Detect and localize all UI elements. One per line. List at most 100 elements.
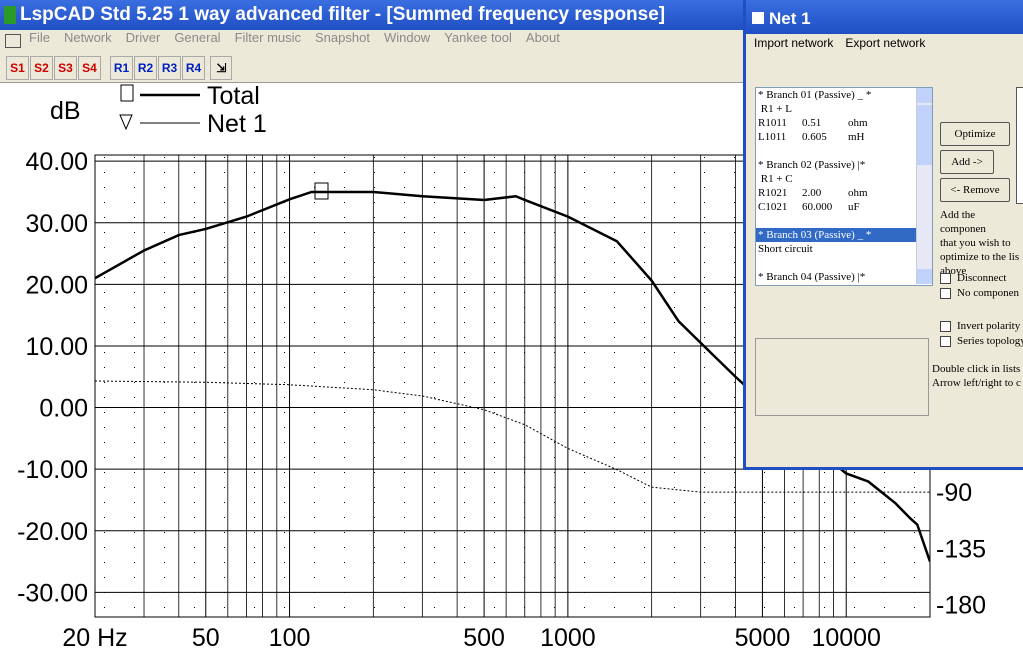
toolbar-button[interactable]: R3 <box>158 56 181 80</box>
list-text: * Branch 04 (Passive) |* <box>758 271 866 283</box>
menu-item[interactable]: Network <box>63 30 112 45</box>
branch-list[interactable]: * Branch 01 (Passive) _ * R1 + L R1011 0.5… <box>755 87 933 286</box>
list-row[interactable]: * Branch 03 (Passive) _ * <box>756 228 932 242</box>
list-row[interactable]: L1011 0.605 mH <box>756 130 932 144</box>
x-tick-label: 100 <box>269 624 311 652</box>
window-title: LspCAD Std 5.25 1 way advanced filter - … <box>20 4 666 25</box>
checkbox-group: Disconnect No componen <box>940 272 1019 302</box>
toolbar-button[interactable]: S4 <box>78 56 101 80</box>
dialog-title-bar: Net 1 <box>746 0 1023 34</box>
side-list <box>1016 87 1023 204</box>
toolbar-button[interactable]: S1 <box>6 56 29 80</box>
menu-item[interactable]: Yankee tool <box>444 30 512 45</box>
list-row[interactable]: * Branch 01 (Passive) _ * <box>756 88 932 102</box>
x-tick-label: 5000 <box>735 624 791 652</box>
menu-item[interactable]: About <box>525 30 560 45</box>
list-text: * Branch 02 (Passive) |* <box>758 159 866 171</box>
checkbox-label: Disconnect <box>957 272 1007 284</box>
list-row[interactable]: R1 + C <box>756 172 932 186</box>
checkbox-label: No componen <box>957 287 1020 299</box>
checkbox[interactable]: Invert polarity <box>940 320 1023 335</box>
x-tick-label: 20 Hz <box>62 624 127 652</box>
series-line <box>95 190 930 562</box>
menu-item[interactable]: Window <box>383 30 431 45</box>
x-tick-label: 10000 <box>811 624 881 652</box>
toolbar-button[interactable]: R4 <box>182 56 205 80</box>
dialog-title: Net 1 <box>769 9 811 28</box>
checkbox-group: Invert polarity Series topology <box>940 320 1023 350</box>
footer-text: Double click in lists Arrow left/right to… <box>932 362 1021 390</box>
checkbox-label: Invert polarity <box>957 320 1021 332</box>
list-row[interactable]: R1011 0.51 ohm <box>756 116 932 130</box>
y2-tick-label: -135 <box>936 535 986 563</box>
y-tick-label: 20.00 <box>25 271 88 299</box>
toolbar-button[interactable]: S3 <box>54 56 77 80</box>
list-cell: L1011 <box>758 131 787 143</box>
list-text: R1 + C <box>758 173 793 185</box>
series-line <box>95 380 930 493</box>
menu-item[interactable]: File <box>29 30 50 45</box>
list-cell: R1021 <box>758 187 788 199</box>
list-text: * Branch 01 (Passive) _ * <box>758 89 872 101</box>
button[interactable]: Add -> <box>940 150 994 174</box>
empty-panel <box>755 338 929 416</box>
list-cell: mH <box>848 131 865 143</box>
x-tick-label: 500 <box>463 624 505 652</box>
scrollbar[interactable] <box>916 88 932 284</box>
legend-label: Total <box>207 82 260 110</box>
legend-marker <box>119 114 133 131</box>
footer-line: Double click in lists <box>932 363 1021 375</box>
button[interactable]: <- Remove <box>940 178 1010 202</box>
checkbox-box[interactable] <box>940 287 951 299</box>
list-cell: 0.51 <box>802 117 822 129</box>
toolbar-button[interactable]: S2 <box>30 56 53 80</box>
y2-tick-label: -90 <box>936 479 972 507</box>
list-cell: ohm <box>848 187 868 199</box>
footer-line: Arrow left/right to c <box>932 377 1021 389</box>
menu-item[interactable]: Export network <box>845 36 926 50</box>
list-cell: ohm <box>848 117 868 129</box>
list-row[interactable]: * Branch 04 (Passive) |* <box>756 270 932 284</box>
list-row[interactable]: * Branch 02 (Passive) |* <box>756 158 932 172</box>
list-row[interactable]: C1021 60.000 uF <box>756 200 932 214</box>
list-row[interactable]: Short circuit <box>756 242 932 256</box>
net-dialog: Net 1 Import network Export network * Bra… <box>743 0 1023 470</box>
list-text: R1 + L <box>758 103 793 115</box>
menu-item[interactable]: Snapshot <box>315 30 370 45</box>
toolbar-button[interactable]: R2 <box>134 56 157 80</box>
checkbox-box[interactable] <box>940 335 951 347</box>
checkbox-box[interactable] <box>940 320 951 332</box>
menu-item[interactable]: Filter music <box>234 30 302 45</box>
app-icon <box>4 5 16 24</box>
hint-line: Add the componen <box>940 209 986 235</box>
button[interactable]: Optimize <box>940 122 1010 146</box>
checkbox-box[interactable] <box>940 272 951 284</box>
y-tick-label: 30.00 <box>25 210 88 238</box>
checkbox[interactable]: Disconnect <box>940 272 1019 287</box>
checkbox[interactable]: No componen <box>940 287 1019 302</box>
menu-item[interactable]: Import network <box>754 36 834 50</box>
x-tick-label: 50 <box>192 624 220 652</box>
hint-line: that you wish to <box>940 237 1011 249</box>
list-spacer <box>756 214 932 228</box>
y-tick-label: -20.00 <box>17 518 88 546</box>
list-row[interactable]: R1 + L <box>756 102 932 116</box>
toolbar-button[interactable]: R1 <box>110 56 133 80</box>
hint-text: Add the componen that you wish to optimize… <box>940 208 1023 278</box>
legend-marker <box>120 84 134 102</box>
system-icon[interactable] <box>5 34 21 48</box>
y-tick-label: 10.00 <box>25 333 88 361</box>
list-cell: 2.00 <box>802 187 822 199</box>
snapshot-icon[interactable]: ⇲ <box>210 56 233 80</box>
list-cell: R1011 <box>758 117 787 129</box>
list-row[interactable]: R1021 2.00 ohm <box>756 186 932 200</box>
list-cell: 0.605 <box>802 131 827 143</box>
y-tick-label: 0.00 <box>39 395 88 423</box>
menu-item[interactable]: Driver <box>125 30 161 45</box>
cursor-marker <box>314 182 329 200</box>
y-tick-label: -10.00 <box>17 456 88 484</box>
checkbox[interactable]: Series topology <box>940 335 1023 350</box>
list-text: * Branch 03 (Passive) _ * <box>758 229 872 241</box>
menu-item[interactable]: General <box>174 30 221 45</box>
